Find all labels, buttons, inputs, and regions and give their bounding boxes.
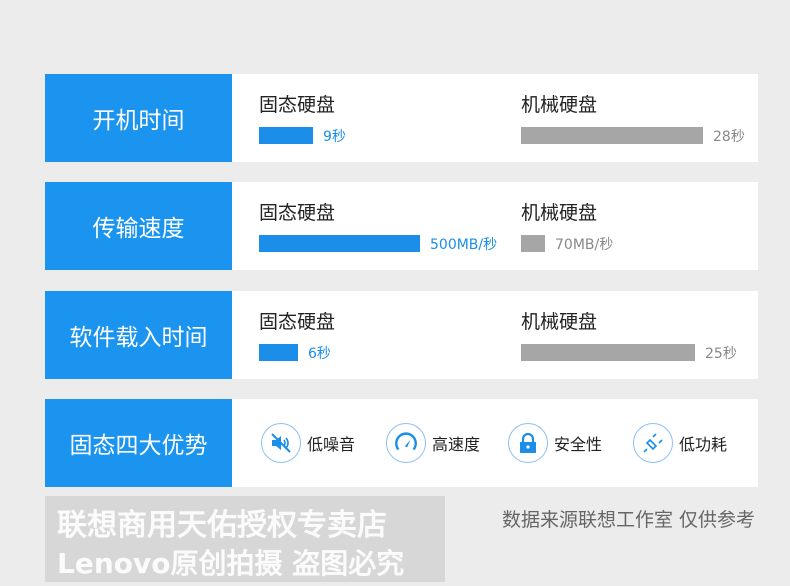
ssd-value-label: 6秒 [308, 346, 331, 362]
row-category: 软件载入时间 [45, 291, 232, 379]
hdd-label: 机械硬盘 [521, 311, 598, 333]
hdd-label: 机械硬盘 [521, 94, 598, 116]
lock-icon [508, 423, 548, 463]
mute-speaker-icon [261, 423, 301, 463]
feature-label: 安全性 [554, 435, 603, 454]
feature-label: 低功耗 [679, 435, 728, 454]
hdd-bar [521, 127, 703, 144]
ssd-label: 固态硬盘 [259, 311, 336, 333]
feature-label: 高速度 [432, 435, 481, 454]
watermark-line1: 联想商用天佑授权专卖店 [57, 508, 387, 543]
ssd-value-label: 9秒 [323, 129, 346, 145]
ssd-label: 固态硬盘 [259, 94, 336, 116]
ssd-bar [259, 127, 313, 144]
hdd-value-label: 28秒 [713, 129, 745, 145]
feature-high-speed: 高速度 [386, 423, 480, 463]
comparison-row: 软件载入时间 固态硬盘 6秒 机械硬盘 25秒 [45, 291, 758, 379]
ssd-value-label: 500MB/秒 [430, 237, 498, 253]
row-category: 开机时间 [45, 74, 232, 162]
row-category: 传输速度 [45, 182, 232, 270]
hdd-value-label: 25秒 [705, 346, 737, 362]
hdd-bar [521, 235, 545, 252]
features-title: 固态四大优势 [45, 399, 232, 487]
hdd-bar [521, 344, 695, 361]
watermark: 联想商用天佑授权专卖店 Lenovo原创拍摄 盗图必究 [45, 496, 445, 582]
ssd-bar [259, 235, 420, 252]
speedometer-icon [386, 423, 426, 463]
watermark-line2: Lenovo原创拍摄 盗图必究 [57, 547, 405, 580]
feature-label: 低噪音 [307, 435, 356, 454]
hdd-value-label: 70MB/秒 [555, 237, 614, 253]
plug-icon [633, 423, 673, 463]
comparison-row: 传输速度 固态硬盘 500MB/秒 机械硬盘 70MB/秒 [45, 182, 758, 270]
features-row: 固态四大优势 低噪音 高速度 安全性 低功耗 [45, 399, 758, 487]
hdd-label: 机械硬盘 [521, 202, 598, 224]
feature-low-noise: 低噪音 [261, 423, 355, 463]
feature-low-power: 低功耗 [633, 423, 727, 463]
feature-security: 安全性 [508, 423, 602, 463]
ssd-bar [259, 344, 298, 361]
ssd-label: 固态硬盘 [259, 202, 336, 224]
comparison-row: 开机时间 固态硬盘 9秒 机械硬盘 28秒 [45, 74, 758, 162]
source-note: 数据来源联想工作室 仅供参考 [501, 509, 755, 531]
